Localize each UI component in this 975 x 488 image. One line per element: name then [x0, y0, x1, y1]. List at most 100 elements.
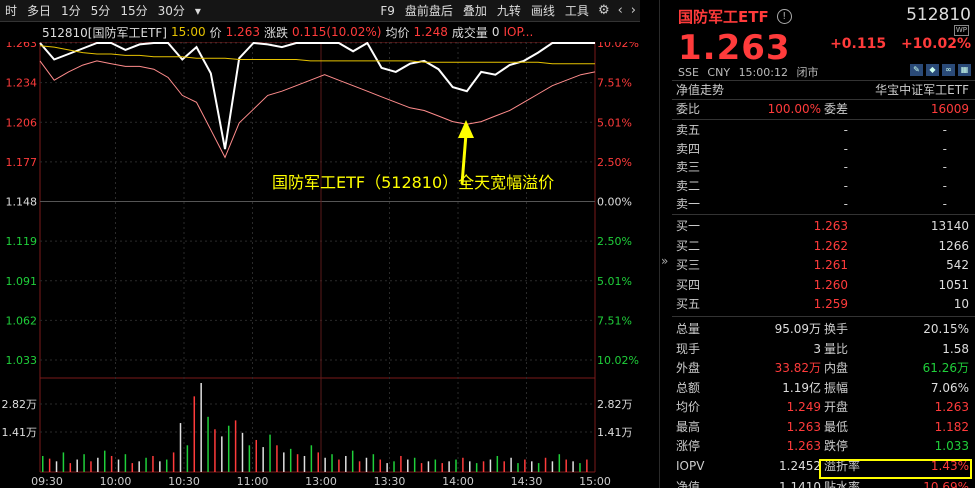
stat-value: 1.58: [942, 341, 969, 356]
y-right-tick: 10.02%: [597, 42, 639, 50]
quote-action-icons: ✎ ◆ ∞ ▦: [910, 64, 971, 76]
ask-row[interactable]: 卖五 - -: [672, 121, 975, 139]
volume-bar: [48, 458, 51, 472]
bid-volume: 13140: [930, 219, 969, 233]
bid-volume: 1266: [938, 238, 969, 253]
stats-row: 现手 3 量比 1.58: [672, 340, 975, 358]
quote-security-name: 国防军工ETF: [678, 8, 769, 26]
volume-bar: [503, 461, 505, 472]
stat-value: 61.26万: [922, 361, 969, 375]
chart-vol-label: 成交量: [451, 25, 488, 40]
ask-row[interactable]: 卖一 - -: [672, 195, 975, 213]
index-name[interactable]: 华宝中证军工ETF: [875, 83, 969, 97]
volume-bar: [97, 457, 99, 472]
pin-icon[interactable]: ◆: [926, 64, 939, 76]
ratio-row: 委比 100.00% 委差 16009: [672, 100, 975, 118]
link-icon[interactable]: ∞: [942, 64, 955, 76]
volume-bar: [241, 432, 244, 472]
volume-bar: [200, 383, 202, 472]
pre-post-market-button[interactable]: 盘前盘后: [404, 3, 453, 18]
info-icon[interactable]: !: [776, 9, 792, 24]
f9-button[interactable]: F9: [380, 3, 395, 18]
stats-row: 均价 1.249 开盘 1.263: [672, 398, 975, 416]
volume-bar: [544, 457, 547, 472]
volume-bar: [207, 416, 209, 472]
quote-time: 15:00:12: [738, 66, 788, 79]
vol-tick-right: 2.82万: [597, 398, 633, 411]
volume-bar: [269, 434, 271, 472]
bid-price: 1.262: [813, 238, 848, 253]
ask-row[interactable]: 卖三 - -: [672, 158, 975, 176]
period-tab-multiday[interactable]: 多日: [27, 3, 52, 18]
y-right-tick: 10.02%: [597, 354, 639, 367]
bid-label: 买一: [676, 219, 701, 233]
bid-row[interactable]: 买二 1.262 1266: [672, 237, 975, 255]
grid-icon[interactable]: ▦: [958, 64, 971, 76]
volume-bar: [427, 461, 430, 472]
stat-value: 1.19亿: [782, 380, 821, 395]
nav-label: 净值: [676, 480, 701, 488]
period-tab-15min[interactable]: 15分: [120, 3, 148, 18]
volume-bar: [124, 454, 127, 472]
chevron-left-icon[interactable]: ‹: [617, 3, 623, 18]
ask-price: -: [843, 160, 848, 174]
overlay-button[interactable]: 叠加: [462, 3, 487, 18]
y-left-tick: 1.091: [6, 275, 38, 288]
draw-line-button[interactable]: 画线: [530, 3, 555, 18]
ask-row[interactable]: 卖二 - -: [672, 177, 975, 195]
period-tab-intraday[interactable]: 时: [5, 3, 18, 18]
ask-label: 卖三: [676, 160, 701, 174]
panel-divider[interactable]: [659, 0, 660, 488]
chevron-right-icon[interactable]: ›: [630, 3, 636, 18]
volume-bar: [420, 463, 423, 472]
volume-bar: [289, 448, 292, 472]
volume-bar: [255, 439, 258, 472]
volume-bar: [372, 454, 375, 472]
y-left-tick: 1.148: [6, 196, 38, 209]
chart-avg: 1.248: [413, 25, 448, 39]
collapse-panel-icon[interactable]: »: [661, 254, 669, 268]
volume-bar: [475, 463, 478, 472]
ask-label: 卖四: [676, 141, 701, 156]
nav-trend-link[interactable]: 净值走势: [676, 83, 725, 97]
tools-button[interactable]: 工具: [564, 3, 589, 18]
stat-label: 换手: [824, 322, 849, 336]
chart-vol: 0: [491, 25, 500, 39]
x-tick: 14:30: [511, 475, 543, 488]
wp-badge-icon[interactable]: WP: [953, 25, 969, 36]
x-tick: 13:30: [374, 475, 406, 488]
stat-value: 20.15%: [923, 322, 969, 336]
bid-volume: 10: [953, 297, 969, 311]
nine-turn-button[interactable]: 九转: [496, 3, 521, 18]
bid-row[interactable]: 买三 1.261 542: [672, 256, 975, 274]
volume-bar: [317, 452, 319, 472]
stats-row: 最高 1.263 最低 1.182: [672, 418, 975, 436]
ask-volume: -: [942, 141, 947, 156]
stat-value: 1.263: [786, 419, 821, 434]
stats-row: 总额 1.19亿 振幅 7.06%: [672, 379, 975, 397]
stat-label: 跌停: [824, 439, 849, 453]
period-tab-1min[interactable]: 1分: [61, 3, 81, 18]
volume-bar: [448, 461, 450, 472]
period-tab-30min[interactable]: 30分: [157, 3, 185, 18]
bid-row[interactable]: 买一 1.263 13140: [672, 217, 975, 235]
volume-bar: [365, 457, 368, 472]
ask-price: -: [843, 178, 848, 193]
period-tab-5min[interactable]: 5分: [90, 3, 111, 18]
bid-row[interactable]: 买四 1.260 1051: [672, 276, 975, 294]
quote-change-group: +0.115 +10.02%: [820, 36, 971, 52]
volume-bar: [221, 436, 223, 472]
settings-icon[interactable]: ⚙: [597, 3, 610, 18]
volume-bar: [455, 459, 457, 472]
volume-bar: [386, 463, 388, 472]
stat-label: 均价: [676, 400, 701, 414]
volume-bar: [117, 459, 120, 472]
edit-icon[interactable]: ✎: [910, 64, 923, 76]
volume-bar: [103, 450, 106, 472]
ask-row[interactable]: 卖四 - -: [672, 140, 975, 158]
period-more-dropdown[interactable]: ▾: [194, 3, 201, 18]
intraday-chart[interactable]: 1.263 1.234 1.206 1.177 1.148 1.119 1.091 1.062…: [0, 42, 640, 488]
stats-row: 外盘 33.82万 内盘 61.26万: [672, 359, 975, 377]
volume-bar: [296, 454, 299, 472]
bid-row[interactable]: 买五 1.259 10: [672, 295, 975, 313]
